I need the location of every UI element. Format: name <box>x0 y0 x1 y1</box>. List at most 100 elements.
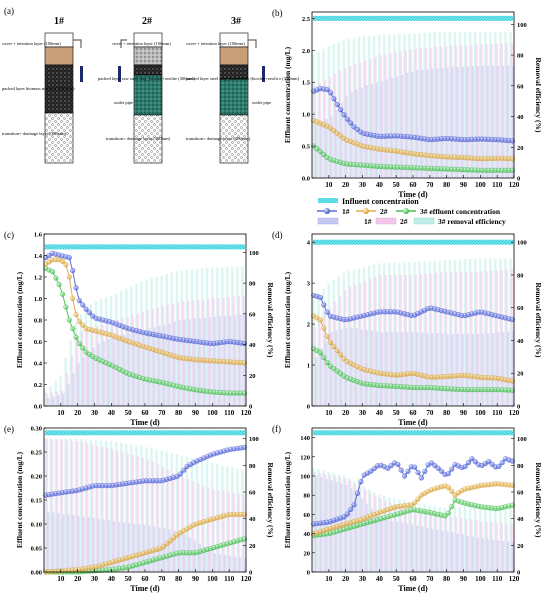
point-s1-d61 <box>412 464 418 470</box>
bar-r2-d67 <box>424 47 428 179</box>
bar-r3-d97 <box>205 461 209 572</box>
point-s3-d5 <box>317 149 323 155</box>
bar-r2-d52 <box>131 315 134 406</box>
bar-r3-d82 <box>448 507 452 572</box>
bar-r3-d19 <box>342 272 346 406</box>
x-axis-label: Time (d) <box>398 190 428 199</box>
bar-r2-d4 <box>50 392 54 406</box>
ytick-label-40: 40 <box>304 531 311 538</box>
bar-r2-d1 <box>45 438 49 572</box>
bar-r3-d40 <box>377 494 381 572</box>
bar-r3-d79 <box>443 507 447 572</box>
bar-r1-d43 <box>117 521 121 572</box>
legend-s2-marker <box>363 208 369 214</box>
bar-r3-d97 <box>473 31 477 179</box>
bar-r2-d115 <box>505 43 509 178</box>
ytick-label-0.4: 0.4 <box>34 361 43 368</box>
bar-r2-d43 <box>384 500 387 572</box>
xtick-label-90: 90 <box>192 409 200 417</box>
legend-r2-swatch <box>375 217 397 225</box>
bar-r2-d58 <box>409 510 413 572</box>
y2tick-label-20: 20 <box>249 373 256 380</box>
point-s1-d81 <box>177 471 183 477</box>
bar-r2-d7 <box>55 439 59 572</box>
ytick-label-1: 1.0 <box>34 296 42 303</box>
bar-r3-d70 <box>428 505 431 572</box>
bar-r3-d10 <box>59 438 62 572</box>
bar-r1-d16 <box>72 515 75 572</box>
ytick-label-0.2: 0.20 <box>31 474 42 481</box>
bar-r2-d73 <box>434 514 438 572</box>
bar-r2-d43 <box>116 450 119 572</box>
bar-r1-d79 <box>446 333 449 406</box>
influent-line <box>313 239 513 245</box>
bar-r2-d100 <box>480 44 483 179</box>
bar-r1-d85 <box>456 533 459 572</box>
point-s1-d19 <box>341 514 347 520</box>
bar-r2-d67 <box>156 307 160 406</box>
point-s1-d71 <box>428 460 435 466</box>
bar-r2-d28 <box>91 327 94 406</box>
bar-r1-d103 <box>486 539 490 572</box>
col1-transition-text: transition+ drainage layer (300mm) <box>2 131 67 136</box>
y2tick-label-100: 100 <box>249 250 259 257</box>
bar-r2-d55 <box>404 508 408 572</box>
bar-r2-d34 <box>369 58 372 179</box>
legend-s1-marker <box>324 208 330 214</box>
influent-line <box>313 15 513 21</box>
bar-r3-d64 <box>150 448 153 572</box>
ytick-label-0.3: 0.30 <box>31 426 42 433</box>
ytick-label-0: 0.00 <box>31 570 42 577</box>
bar-r1-d76 <box>173 321 176 406</box>
point-s2-d75 <box>167 538 173 544</box>
bar-r2-d97 <box>207 298 210 406</box>
charts: 10 20 30 40 50 60 70 80 90 100 110 1200.00.51.01.52… <box>4 8 543 593</box>
bar-r2-d103 <box>485 271 488 406</box>
point-s1-d91 <box>462 463 468 469</box>
bar-r1-d118 <box>243 558 247 572</box>
ytick-label-2.5: 2.5 <box>302 16 311 23</box>
y2tick-label-40: 40 <box>517 114 524 121</box>
bar-r3-d22 <box>79 313 83 406</box>
bar-r1-d7 <box>325 119 328 178</box>
bar-r1-d112 <box>233 556 237 572</box>
legend-s3: 3# effluent concentration <box>420 207 501 216</box>
bar-r2-d112 <box>500 269 503 406</box>
y2tick-label-80: 80 <box>517 463 524 470</box>
bar-r2-d103 <box>217 298 220 406</box>
bar-r1-d55 <box>405 332 409 406</box>
influent-line <box>45 244 245 250</box>
xtick-label-60: 60 <box>410 181 418 189</box>
y-axis-label: Effluent concentration (mg/L) <box>283 451 292 548</box>
bar-r3-d109 <box>494 505 497 572</box>
bar-r1-d40 <box>112 521 116 572</box>
bar-r3-d31 <box>94 440 98 572</box>
bar-r2-d31 <box>364 489 367 572</box>
ytick-label-1.6: 1.6 <box>34 232 43 239</box>
bar-r1-d40 <box>380 81 384 178</box>
bar-r2-d100 <box>480 521 483 572</box>
point-s2-d119 <box>509 482 515 488</box>
bar-r1-d70 <box>431 333 434 406</box>
bar-r3-d103 <box>484 505 487 572</box>
bar-r2-d115 <box>505 523 509 572</box>
bar-r1-d88 <box>461 534 464 572</box>
point-s1-d119 <box>509 317 515 323</box>
xtick-label-50: 50 <box>125 575 133 583</box>
bar-r3-d52 <box>398 499 401 572</box>
bar-r1-d4 <box>320 348 323 406</box>
bar-r3-d97 <box>205 268 209 406</box>
bar-r2-d16 <box>338 295 342 406</box>
bar-r3-d112 <box>499 258 502 406</box>
legend-r1-swatch <box>317 217 339 225</box>
bar-r3-d76 <box>438 506 441 572</box>
bar-r3-d70 <box>160 275 163 406</box>
bar-r1-d100 <box>481 538 485 572</box>
xtick-label-90: 90 <box>460 575 468 583</box>
xtick-label-100: 100 <box>475 409 486 417</box>
bar-r3-d118 <box>241 266 244 406</box>
bar-r1-d100 <box>213 553 217 572</box>
bar-r2-d49 <box>394 274 397 406</box>
bar-r1-d58 <box>142 524 146 572</box>
